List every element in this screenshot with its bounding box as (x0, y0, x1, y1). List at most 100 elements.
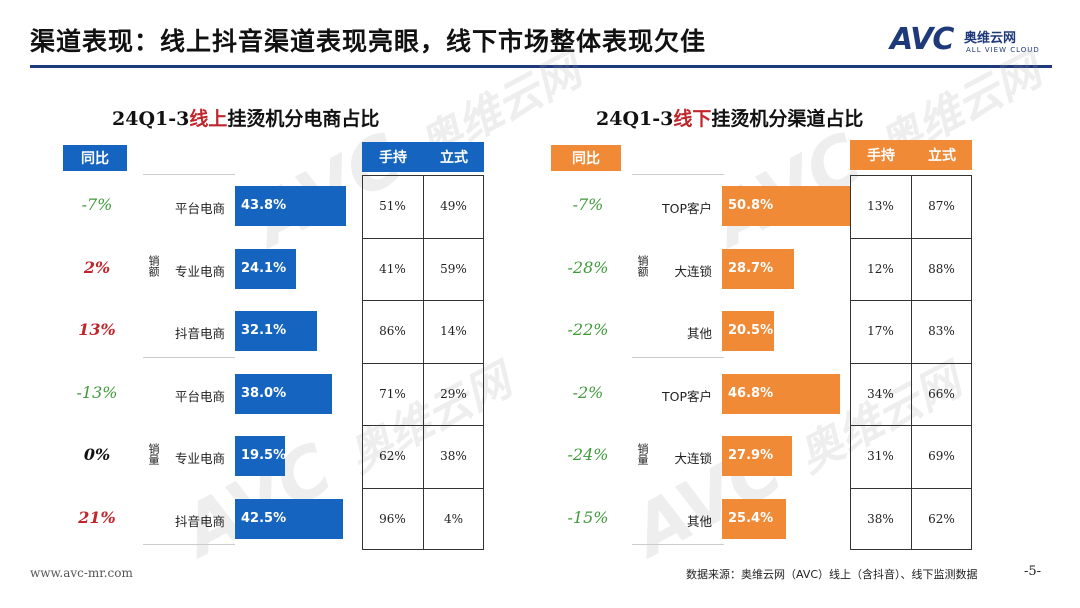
left-bar-value-label: 43.8% (241, 198, 287, 214)
right-panel-title: 24Q1-3线下挂烫机分渠道占比 (596, 104, 863, 131)
left-title-post: 挂烫机分电商占比 (227, 108, 380, 130)
right-cell-handheld: 12% (867, 261, 894, 276)
left-yoy-value: -7% (81, 195, 113, 215)
left-category-label: 专业电商 (174, 263, 225, 279)
left-category-label: 专业电商 (174, 451, 225, 467)
right-yoy-value: -7% (572, 195, 604, 215)
left-group-label-sales: 销额 (147, 255, 160, 277)
logo-cn-text: 奥维云网 (964, 31, 1017, 46)
left-bar (235, 498, 343, 539)
left-yoy-value: 0% (83, 445, 111, 465)
left-yoy-value: 2% (83, 257, 111, 277)
avc-logo: AVC 奥维云网 ALL VIEW CLOUD (890, 22, 1060, 62)
left-yoy-header: 同比 (63, 145, 127, 171)
right-bar (722, 373, 840, 414)
right-col-header-standing: 立式 (912, 140, 972, 170)
right-table-row-divider (850, 425, 972, 426)
left-bar (235, 186, 347, 227)
right-group-label-volume: 销量 (636, 443, 649, 465)
left-yoy-value: 13% (78, 320, 116, 340)
right-yoy-header: 同比 (551, 145, 621, 171)
footer-website: www.avc-mr.com (30, 566, 133, 580)
left-cell-standing: 59% (440, 261, 467, 276)
title-underline (30, 65, 1052, 68)
left-bar (235, 436, 285, 477)
left-cell-standing: 49% (440, 199, 467, 214)
right-cell-standing: 69% (928, 449, 955, 464)
right-cat-divider (632, 357, 724, 358)
left-cat-divider (143, 357, 235, 358)
left-col-header-standing: 立式 (424, 142, 484, 172)
right-bar (722, 311, 774, 352)
right-group-label-sales: 销额 (636, 255, 649, 277)
right-bar (722, 498, 786, 539)
left-category-label: 抖音电商 (174, 326, 225, 342)
right-title-post: 挂烫机分渠道占比 (711, 108, 864, 130)
right-title-pre: 24Q1-3 (596, 108, 674, 130)
left-cat-border-top (143, 174, 235, 175)
right-cell-handheld: 31% (867, 449, 894, 464)
right-yoy-value: -15% (567, 507, 609, 527)
left-cat-border-bottom (143, 544, 235, 545)
page-number: -5- (1024, 564, 1042, 579)
right-yoy-value: -28% (567, 257, 609, 277)
left-title-pre: 24Q1-3 (112, 108, 190, 130)
right-bar-value-label: 46.8% (728, 385, 774, 401)
right-cell-handheld: 34% (867, 386, 894, 401)
right-cell-standing: 83% (928, 324, 955, 339)
right-cell-handheld: 38% (867, 511, 894, 526)
right-bar-value-label: 28.7% (728, 260, 774, 276)
left-bar-value-label: 38.0% (241, 385, 287, 401)
left-bar-value-label: 42.5% (241, 510, 287, 526)
left-cell-handheld: 86% (379, 324, 406, 339)
right-cat-border-top (632, 174, 724, 175)
right-category-label: 其他 (686, 513, 712, 529)
right-bar-value-label: 20.5% (728, 323, 774, 339)
right-category-label: TOP客户 (661, 388, 712, 404)
right-category-label: TOP客户 (661, 201, 712, 217)
left-cell-handheld: 41% (379, 261, 406, 276)
page-title: 渠道表现：线上抖音渠道表现亮眼，线下市场整体表现欠佳 (30, 27, 707, 56)
right-col-header-handheld: 手持 (850, 140, 912, 170)
left-bar-value-label: 19.5% (241, 448, 287, 464)
left-bar (235, 311, 317, 352)
logo-avc-text: AVC (890, 22, 954, 57)
left-cell-standing: 14% (440, 324, 467, 339)
right-cat-border-bottom (632, 544, 724, 545)
left-table-row-divider (362, 487, 484, 489)
right-table-row-divider (850, 362, 972, 364)
left-bar (235, 373, 332, 414)
left-cell-handheld: 51% (379, 199, 406, 214)
right-cell-standing: 62% (928, 511, 955, 526)
right-category-label: 大连锁 (674, 263, 712, 279)
right-table-row-divider (850, 237, 972, 239)
right-yoy-value: -22% (567, 320, 609, 340)
left-table-row-divider (362, 237, 484, 239)
left-panel-title: 24Q1-3线上挂烫机分电商占比 (112, 104, 379, 131)
right-cell-standing: 66% (928, 386, 955, 401)
left-category-label: 抖音电商 (174, 513, 225, 529)
right-bar (722, 436, 793, 477)
right-bar-value-label: 27.9% (728, 448, 774, 464)
left-table-row-divider (362, 425, 484, 426)
right-cell-standing: 87% (928, 199, 955, 214)
left-bar-value-label: 24.1% (241, 260, 287, 276)
left-yoy-value: -13% (76, 382, 118, 402)
right-category-label: 大连锁 (674, 451, 712, 467)
left-group-label-volume: 销量 (147, 443, 160, 465)
left-bar-value-label: 32.1% (241, 323, 287, 339)
logo-en-text: ALL VIEW CLOUD (966, 46, 1040, 54)
right-bar (722, 248, 795, 289)
right-cell-handheld: 13% (867, 199, 894, 214)
left-category-label: 平台电商 (174, 201, 225, 217)
left-title-highlight: 线上 (189, 108, 228, 130)
right-table-row-divider (850, 300, 972, 301)
left-table-row-divider (362, 362, 484, 364)
right-yoy-value: -24% (567, 445, 609, 465)
left-cell-handheld: 62% (379, 449, 406, 464)
right-bar (722, 186, 850, 227)
left-col-header-handheld: 手持 (362, 142, 424, 172)
left-cell-handheld: 71% (379, 386, 406, 401)
right-bar-value-label: 25.4% (728, 510, 774, 526)
left-cell-standing: 4% (443, 511, 464, 526)
